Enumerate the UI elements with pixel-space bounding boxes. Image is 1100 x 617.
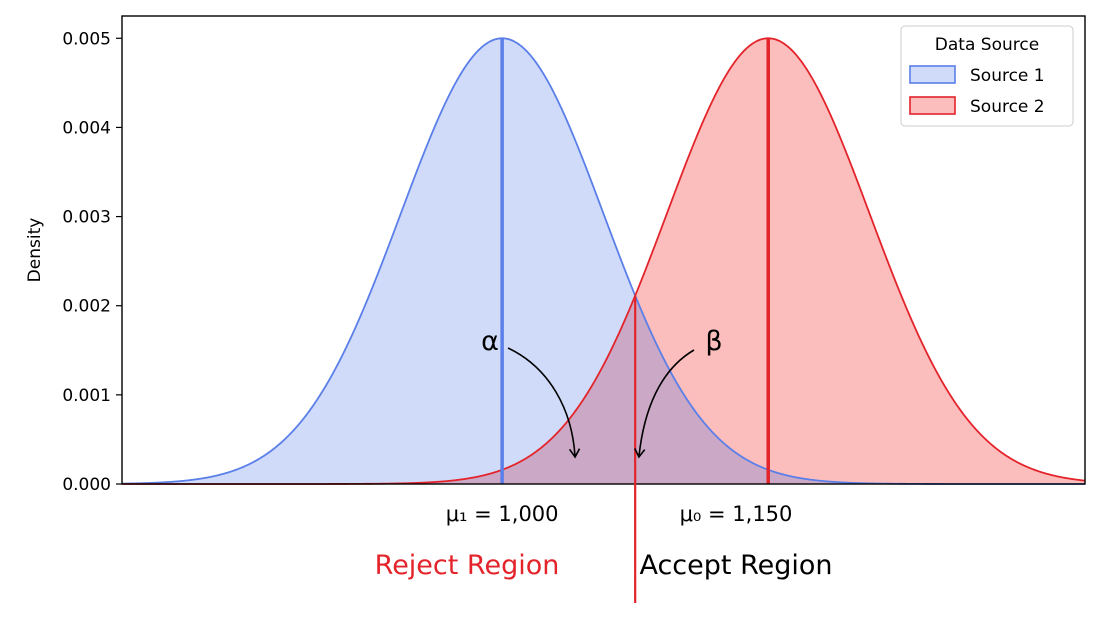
legend: Data Source Source 1 Source 2 — [900, 25, 1074, 127]
beta-arrow — [634, 349, 695, 459]
axes-frame — [121, 15, 1086, 485]
legend-label-source-2: Source 2 — [970, 97, 1045, 117]
y-tick-label: 0.000 — [62, 475, 111, 495]
y-tick-label: 0.003 — [62, 208, 111, 228]
reject-region-label: Reject Region — [375, 550, 560, 581]
legend-swatch-source-2 — [909, 96, 956, 115]
legend-label-source-1: Source 1 — [970, 66, 1045, 86]
y-tick-label: 0.002 — [62, 297, 111, 317]
y-axis: 0.000 0.001 0.002 0.003 0.004 0.005 — [62, 29, 122, 495]
y-tick-label: 0.001 — [62, 386, 111, 406]
alpha-arrow — [507, 347, 581, 459]
accept-region-label: Accept Region — [639, 550, 832, 581]
plot-area — [121, 37, 1086, 485]
beta-label: β — [705, 326, 722, 357]
y-tick-label: 0.005 — [62, 29, 111, 49]
mu0-label: μ₀ = 1,150 — [680, 502, 793, 526]
y-axis-title: Density — [25, 218, 45, 283]
alpha-label: α — [481, 326, 499, 357]
legend-swatch-source-1 — [909, 65, 956, 84]
fill-overlap — [122, 295, 1085, 484]
legend-title: Data Source — [935, 35, 1039, 55]
fill-source-1 — [122, 38, 1085, 484]
y-tick-label: 0.004 — [62, 118, 111, 138]
mu1-label: μ₁ = 1,000 — [446, 502, 559, 526]
